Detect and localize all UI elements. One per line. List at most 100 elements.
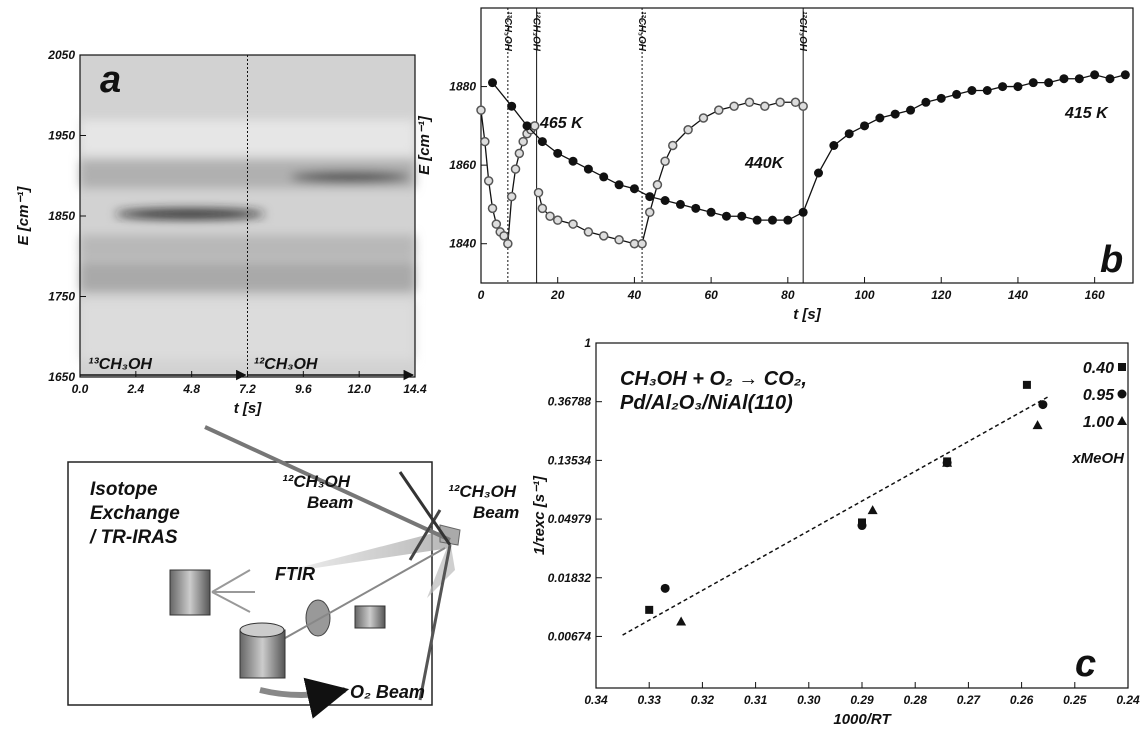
point [652,180,663,190]
x-tick-label: 100 [855,288,875,302]
x-axis-label: t [s] [793,306,822,323]
point [798,207,808,217]
point [476,105,486,115]
point [629,238,640,249]
detector-rays [211,569,255,613]
source-top [239,622,285,638]
point [998,82,1008,92]
point [1059,74,1069,84]
y-tick-label: 1950 [48,129,75,143]
point [683,125,693,135]
nozzle [354,605,386,629]
point [698,113,709,123]
point [1105,74,1115,84]
point [737,211,747,221]
beam-1-line [204,425,451,542]
x-tick-label: 2.4 [126,382,144,396]
point [798,101,808,111]
plot-frame [480,7,1134,284]
fit-line [622,396,1049,636]
panel-label: b [1100,239,1123,281]
point [488,78,498,88]
rotation-arrow [259,677,350,719]
point [936,93,946,103]
x-tick-label: 12.0 [347,382,371,396]
x-tick-label: 0.25 [1063,693,1087,707]
beam-2-line [408,509,442,561]
point [537,203,548,214]
point [675,199,685,209]
point [637,238,647,249]
legend-title: xMeOH [1071,450,1125,467]
x-tick-label: 14.4 [403,382,427,396]
ftir-beam [275,530,450,574]
schematic-title: / TR-IRAS [89,527,178,548]
point [1028,78,1038,88]
point [744,97,755,108]
x-tick-label: 0.29 [850,693,874,707]
point [614,180,624,190]
panel-label: c [1075,643,1096,685]
x-tick-label: 0.0 [72,382,89,396]
o2-beam-label: O₂ Beam [350,682,425,702]
point [583,164,593,174]
x-tick-label: 0.32 [691,693,715,707]
point [982,86,992,95]
point [1044,78,1054,88]
y-axis-label: 1/τexc [s⁻¹] [531,475,548,555]
x-tick-label: 0.28 [904,693,928,707]
switch-label: ¹³CH₃OH [502,11,513,52]
beam-label: ¹²CH₃OH [448,482,517,501]
y-tick-label: 1840 [449,237,476,251]
point [1090,70,1100,80]
point [1038,400,1048,410]
beam-label: Beam [473,503,519,522]
point [645,207,655,218]
point [767,215,777,225]
detector [169,569,211,616]
point [760,101,770,111]
y-tick-label: 2050 [47,48,75,62]
point [660,583,670,593]
point [599,172,609,182]
x-tick-label: 60 [704,288,718,302]
legend-label: 1.00 [1083,414,1114,431]
x-tick-label: 0.31 [744,693,768,707]
point [499,231,509,241]
legend-marker [1117,416,1127,425]
point [860,121,870,131]
x-tick-label: 0 [478,288,485,302]
point [529,121,540,131]
y-tick-label: 1 [584,336,591,350]
y-tick-label: 0.36788 [548,395,592,409]
legend-marker [1118,363,1126,371]
point [906,105,916,115]
x-tick-label: 160 [1085,288,1105,302]
y-tick-label: 0.00674 [548,629,592,643]
y-axis-label: E [cm⁻¹] [416,115,433,175]
series-label: 465 K [539,115,584,132]
point [921,97,931,107]
y-tick-label: 1850 [48,209,75,223]
x-tick-label: 0.27 [957,693,982,707]
y-axis-label: E [cm⁻¹] [15,186,32,246]
point [614,235,624,245]
y-tick-label: 1880 [449,80,476,94]
annotation: Pd/Al₂O₃/NiAl(110) [620,392,793,414]
legend-label: 0.95 [1083,387,1115,404]
point [510,164,521,174]
y-tick-label: 1750 [48,290,75,304]
point [668,140,678,151]
x-tick-label: 4.8 [182,382,200,396]
panel-label: a [100,59,121,101]
x-tick-label: 40 [627,288,642,302]
point [568,219,578,229]
x-tick-label: 20 [550,288,565,302]
switch-label: ¹²CH₃OH [531,11,542,52]
point [487,203,498,214]
point [507,101,517,111]
point [706,207,716,217]
point [568,156,578,166]
point [1013,82,1023,92]
y-tick-label: 0.01832 [548,571,592,585]
